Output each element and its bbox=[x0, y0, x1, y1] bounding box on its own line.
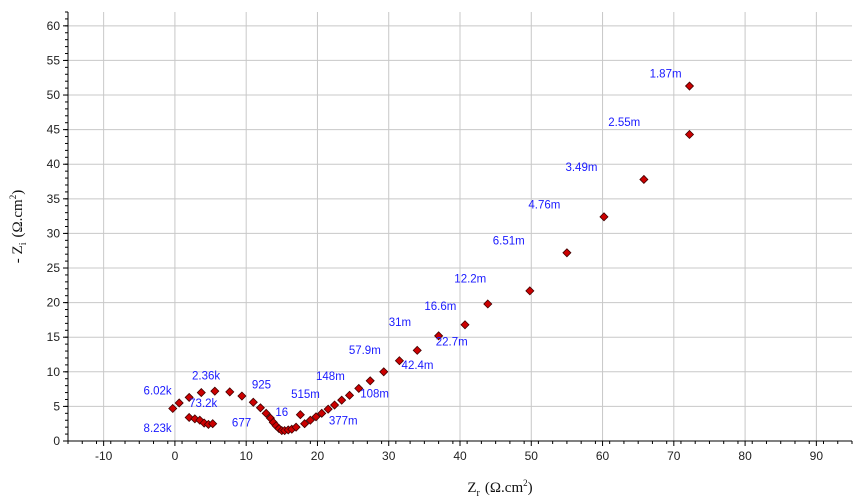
data-point bbox=[208, 419, 218, 429]
data-point bbox=[525, 286, 535, 296]
data-point bbox=[434, 331, 444, 341]
y-tick-label: 0 bbox=[53, 434, 60, 448]
data-series bbox=[168, 81, 695, 436]
data-point bbox=[300, 419, 310, 429]
x-tick-label: 40 bbox=[453, 449, 467, 463]
grid bbox=[68, 12, 852, 442]
frequency-label: 677 bbox=[232, 417, 251, 429]
data-point bbox=[329, 400, 340, 410]
x-tick-label: 90 bbox=[810, 449, 824, 463]
data-point bbox=[168, 403, 178, 414]
frequency-label: 925 bbox=[252, 379, 271, 391]
frequency-label: 42.4m bbox=[402, 360, 434, 372]
data-point bbox=[184, 392, 194, 402]
data-point bbox=[394, 356, 404, 366]
frequency-label: 16 bbox=[275, 407, 288, 419]
frequency-label: 1.87m bbox=[650, 69, 682, 81]
x-tick-label: 20 bbox=[311, 449, 325, 463]
x-tick-label: 30 bbox=[382, 449, 396, 463]
data-point bbox=[311, 412, 321, 422]
data-point bbox=[354, 383, 364, 393]
data-point bbox=[412, 345, 422, 355]
y-tick-label: 10 bbox=[47, 365, 61, 379]
data-point bbox=[210, 386, 220, 396]
y-axis-title: - Zi(Ω.cm2) bbox=[8, 190, 29, 263]
data-point bbox=[460, 320, 470, 330]
frequency-label: 515m bbox=[291, 389, 320, 401]
data-point bbox=[317, 408, 327, 418]
frequency-label: 6.02k bbox=[144, 386, 172, 398]
x-tick-label: 0 bbox=[172, 449, 179, 463]
frequency-label: 8.23k bbox=[144, 423, 172, 435]
frequency-label: 2.55m bbox=[608, 117, 640, 129]
frequency-label: 16.6m bbox=[424, 301, 456, 313]
frequency-label: 108m bbox=[360, 388, 389, 400]
data-point bbox=[305, 415, 315, 425]
frequency-label: 148m bbox=[316, 371, 345, 383]
data-point bbox=[237, 391, 247, 401]
data-point bbox=[599, 212, 609, 222]
x-axis-title: Zr (Ω.cm2) bbox=[467, 478, 532, 497]
data-point bbox=[323, 404, 333, 414]
y-tick-label: 25 bbox=[47, 261, 61, 275]
frequency-label: 377m bbox=[329, 415, 358, 427]
y-tick-label: 55 bbox=[47, 53, 61, 67]
x-tick-label: 50 bbox=[525, 449, 539, 463]
data-point bbox=[337, 395, 347, 405]
data-point bbox=[196, 387, 206, 398]
frequency-label: 2.36k bbox=[192, 370, 220, 382]
frequency-label: 31m bbox=[389, 317, 411, 329]
x-tick-label: -10 bbox=[95, 449, 113, 463]
y-tick-label: 50 bbox=[47, 88, 61, 102]
frequency-label: 3.49m bbox=[565, 162, 597, 174]
frequency-label: 12.2m bbox=[454, 274, 486, 286]
y-tick-label: 40 bbox=[47, 157, 61, 171]
y-tick-label: 60 bbox=[47, 19, 61, 33]
data-point bbox=[291, 422, 301, 432]
x-tick-label: 10 bbox=[240, 449, 254, 463]
frequency-annotations: 1.87m 2.55m 3.49m 4.76m 6.51m 12.2m 16.6m 31m 22… bbox=[144, 69, 682, 435]
x-tick-label: 70 bbox=[667, 449, 681, 463]
data-point bbox=[379, 367, 389, 377]
x-tick-label: 80 bbox=[738, 449, 752, 463]
frequency-label: 22.7m bbox=[436, 337, 468, 349]
data-point bbox=[483, 299, 493, 309]
frequency-label: 4.76m bbox=[528, 200, 560, 212]
data-point bbox=[684, 81, 695, 91]
data-point bbox=[174, 398, 184, 408]
y-tick-label: 45 bbox=[47, 123, 61, 137]
frequency-label: 57.9m bbox=[349, 345, 381, 357]
data-point bbox=[344, 390, 355, 400]
y-tick-label: 15 bbox=[47, 330, 61, 344]
data-point bbox=[248, 397, 258, 407]
data-point bbox=[261, 408, 271, 418]
axes: -10 0 10 20 30 40 50 60 70 80 90 0 5 10 15 20 25 30 35 40 45… bbox=[47, 11, 853, 463]
data-point bbox=[255, 403, 266, 413]
y-tick-label: 20 bbox=[47, 296, 61, 310]
frequency-label: 73.2k bbox=[189, 398, 217, 410]
data-point bbox=[562, 248, 572, 258]
frequency-label: 6.51m bbox=[493, 235, 525, 247]
data-point bbox=[365, 376, 375, 386]
y-tick-label: 30 bbox=[47, 226, 61, 240]
data-point bbox=[225, 387, 235, 397]
data-point bbox=[684, 129, 695, 140]
x-tick-label: 60 bbox=[596, 449, 610, 463]
data-point bbox=[295, 410, 305, 420]
data-point bbox=[639, 174, 649, 185]
y-tick-label: 5 bbox=[53, 399, 60, 413]
y-tick-label: 35 bbox=[47, 192, 61, 206]
